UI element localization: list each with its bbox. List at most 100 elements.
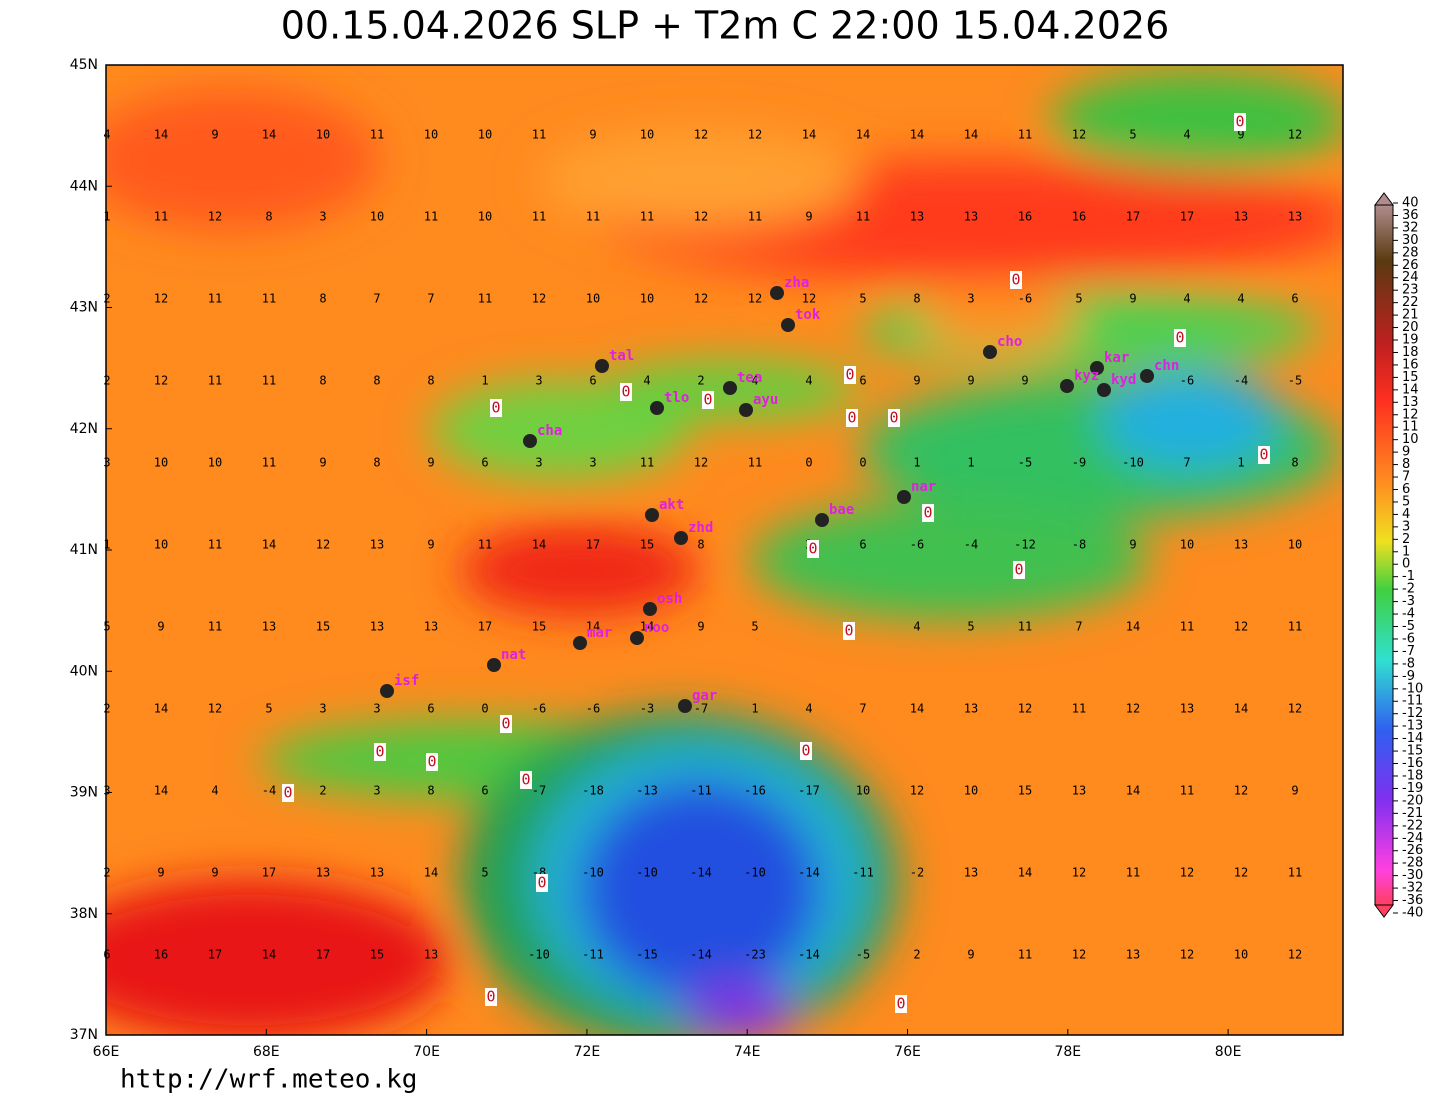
temperature-value: 11	[262, 292, 276, 306]
lon-label: 80E	[1215, 1044, 1242, 1060]
colorbar-label: 15	[1402, 370, 1419, 385]
temperature-value: 5	[1075, 292, 1082, 306]
temperature-value: 5	[751, 620, 758, 634]
temperature-value: 2	[103, 866, 110, 880]
contour-label-box	[500, 715, 512, 733]
temperature-value: 9	[1291, 784, 1298, 798]
lat-label: 37N	[70, 1027, 98, 1043]
station-label: osh	[657, 591, 682, 607]
temperature-value: 10	[640, 292, 654, 306]
temperature-value: 12	[208, 702, 222, 716]
temperature-value: -14	[798, 948, 820, 962]
temperature-value: 13	[964, 702, 978, 716]
temperature-value: 17	[1126, 210, 1140, 224]
temperature-value: 9	[805, 210, 812, 224]
lat-label: 43N	[70, 300, 98, 316]
contour-label-box	[800, 742, 812, 760]
temperature-value: 16	[154, 948, 168, 962]
temperature-value: 3	[103, 456, 110, 470]
temperature-value: -4	[964, 538, 978, 552]
temperature-value: 10	[316, 128, 330, 142]
temperature-value: 4	[643, 374, 650, 388]
temperature-value: 14	[532, 538, 546, 552]
colorbar-label: -7	[1402, 644, 1415, 659]
temperature-value: 1	[967, 456, 974, 470]
temperature-value: 10	[208, 456, 222, 470]
contour-label: 0	[621, 383, 630, 401]
temperature-value: 9	[211, 866, 218, 880]
colorbar-label: 14	[1402, 382, 1419, 397]
station-label: nar	[911, 479, 936, 495]
colorbar-label: -4	[1402, 607, 1415, 622]
temperature-value: -8	[1072, 538, 1086, 552]
temperature-value: -12	[1014, 538, 1036, 552]
contour-label: 0	[847, 409, 856, 427]
contour-label: 0	[1259, 446, 1268, 464]
temperature-value: 11	[1018, 948, 1032, 962]
contour-label: 0	[703, 391, 712, 409]
temperature-value: 11	[748, 456, 762, 470]
temperature-value: 4	[751, 374, 758, 388]
temperature-value: 3	[535, 456, 542, 470]
colorbar-label: 40	[1402, 196, 1419, 211]
temperature-value: 6	[1291, 292, 1298, 306]
temperature-value: -16	[744, 784, 766, 798]
temperature-value: 11	[262, 456, 276, 470]
temperature-value: -6	[586, 702, 600, 716]
temperature-value: 14	[964, 128, 978, 142]
temperature-value: 9	[157, 866, 164, 880]
temperature-value: 1	[103, 210, 110, 224]
colorbar-label: -10	[1402, 681, 1423, 696]
temperature-value: -5	[1288, 374, 1302, 388]
temperature-value: 8	[427, 784, 434, 798]
station-dot	[595, 359, 609, 373]
temperature-value: 1	[481, 374, 488, 388]
contour-label-box	[702, 391, 714, 409]
temperature-value: -11	[852, 866, 874, 880]
temperature-value: -4	[1234, 374, 1248, 388]
station-label: kyz	[1074, 368, 1099, 384]
contour-label: 0	[896, 995, 905, 1013]
station-dot	[674, 531, 688, 545]
lat-label: 40N	[70, 663, 98, 679]
temperature-value: 10	[1288, 538, 1302, 552]
contour-label-box	[426, 753, 438, 771]
temperature-value: 7	[859, 702, 866, 716]
lon-label: 66E	[93, 1044, 120, 1060]
temperature-value: -15	[636, 948, 658, 962]
colorbar-label: 20	[1402, 320, 1419, 335]
temperature-value: 8	[319, 374, 326, 388]
temperature-value: -14	[690, 866, 712, 880]
temperature-value: -7	[694, 702, 708, 716]
colorbar-label: -32	[1402, 881, 1423, 896]
temperature-value: 11	[1018, 620, 1032, 634]
station-label: tea	[737, 370, 762, 386]
temperature-value: 14	[262, 128, 276, 142]
colorbar-label: 24	[1402, 270, 1419, 285]
temperature-value: 13	[370, 538, 384, 552]
station-dot	[770, 286, 784, 300]
temperature-value: 8	[697, 538, 704, 552]
colorbar-label: -6	[1402, 631, 1415, 646]
station-dot	[1097, 383, 1111, 397]
temperature-value: 13	[1234, 538, 1248, 552]
station-label: gar	[692, 688, 717, 704]
station-label: cha	[537, 423, 562, 439]
temperature-value: 6	[589, 374, 596, 388]
temperature-value: 16	[1018, 210, 1032, 224]
colorbar-label: -21	[1402, 806, 1423, 821]
lon-label: 70E	[413, 1044, 440, 1060]
colorbar-label: 2	[1402, 532, 1410, 547]
temperature-value: -6	[532, 702, 546, 716]
temperature-value: 11	[586, 210, 600, 224]
contour-label: 0	[1014, 561, 1023, 579]
station-label: tok	[795, 307, 821, 323]
temperature-value: 1	[751, 702, 758, 716]
temperature-value: 13	[1288, 210, 1302, 224]
contour-label-box	[282, 784, 294, 802]
station-label: zha	[784, 275, 809, 291]
temperature-value: 8	[373, 374, 380, 388]
temperature-value: 9	[427, 456, 434, 470]
temperature-value: 12	[208, 210, 222, 224]
colorbar-label: -1	[1402, 569, 1415, 584]
